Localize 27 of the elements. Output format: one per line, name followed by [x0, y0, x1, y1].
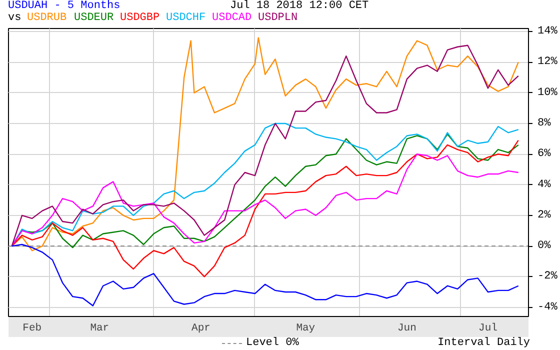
x-tick-label: Mar	[90, 322, 110, 334]
text: USDCAD	[212, 12, 252, 24]
x-tick-label: Feb	[22, 322, 42, 334]
text: Interval Daily	[438, 337, 530, 349]
text: USDRUB	[27, 12, 67, 24]
x-tick-label: Jul	[478, 322, 498, 334]
y-tick-label: 8%	[538, 117, 552, 130]
y-tick-label: -2%	[538, 270, 558, 283]
chart-title: USDUAH - 5 Months	[8, 0, 120, 12]
text: USDEUR	[74, 12, 114, 24]
text: USDPLN	[258, 12, 298, 24]
y-tick-label: 0%	[538, 240, 552, 252]
legend-title: vs	[8, 12, 22, 24]
y-tick-label: 12%	[538, 56, 558, 68]
y-tick-label: 4%	[538, 178, 552, 191]
text: USDGBP	[120, 12, 160, 24]
legend-label: Level 0%	[246, 337, 299, 349]
x-tick-label: May	[296, 322, 316, 334]
y-tick-label: 6%	[538, 148, 552, 160]
x-tick-label: Jun	[397, 322, 416, 334]
text: USDCHF	[166, 12, 206, 24]
y-tick-label: -4%	[538, 301, 558, 314]
y-tick-label: 2%	[538, 209, 552, 222]
y-tick-label: 10%	[538, 86, 558, 99]
y-tick-label: 14%	[538, 26, 558, 38]
chart-subtitle: Jul 18 2018 12:00 CET	[230, 0, 369, 12]
x-tick-label: Apr	[192, 322, 210, 334]
